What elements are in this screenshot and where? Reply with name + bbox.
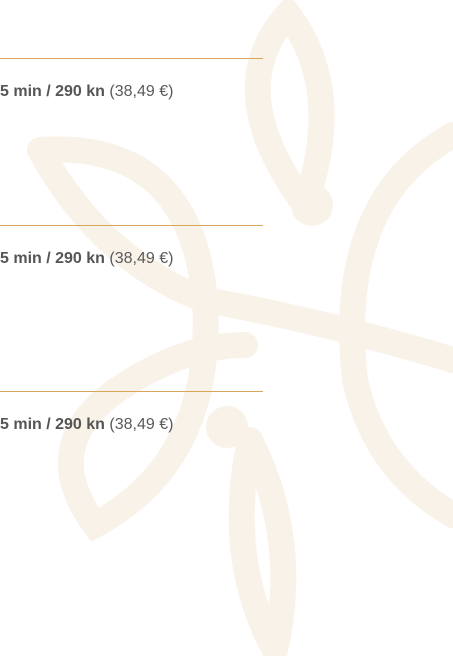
price-item: 5 min / 290 kn (38,49 €) — [0, 391, 263, 392]
euro-price: (38,49 €) — [109, 83, 173, 100]
page: {"items": [ {"price": "5 min / 290 kn", … — [0, 0, 453, 656]
price: 5 min / 290 kn — [0, 416, 105, 433]
price: 5 min / 290 kn — [0, 83, 105, 100]
price: 5 min / 290 kn — [0, 250, 105, 267]
price-row: 5 min / 290 kn (38,49 €) — [0, 250, 173, 268]
price-item: 5 min / 290 kn (38,49 €) — [0, 225, 263, 226]
price-row: 5 min / 290 kn (38,49 €) — [0, 416, 173, 434]
price-row: 5 min / 290 kn (38,49 €) — [0, 83, 173, 101]
price-item: 5 min / 290 kn (38,49 €) — [0, 58, 263, 59]
euro-price: (38,49 €) — [109, 416, 173, 433]
euro-price: (38,49 €) — [109, 250, 173, 267]
